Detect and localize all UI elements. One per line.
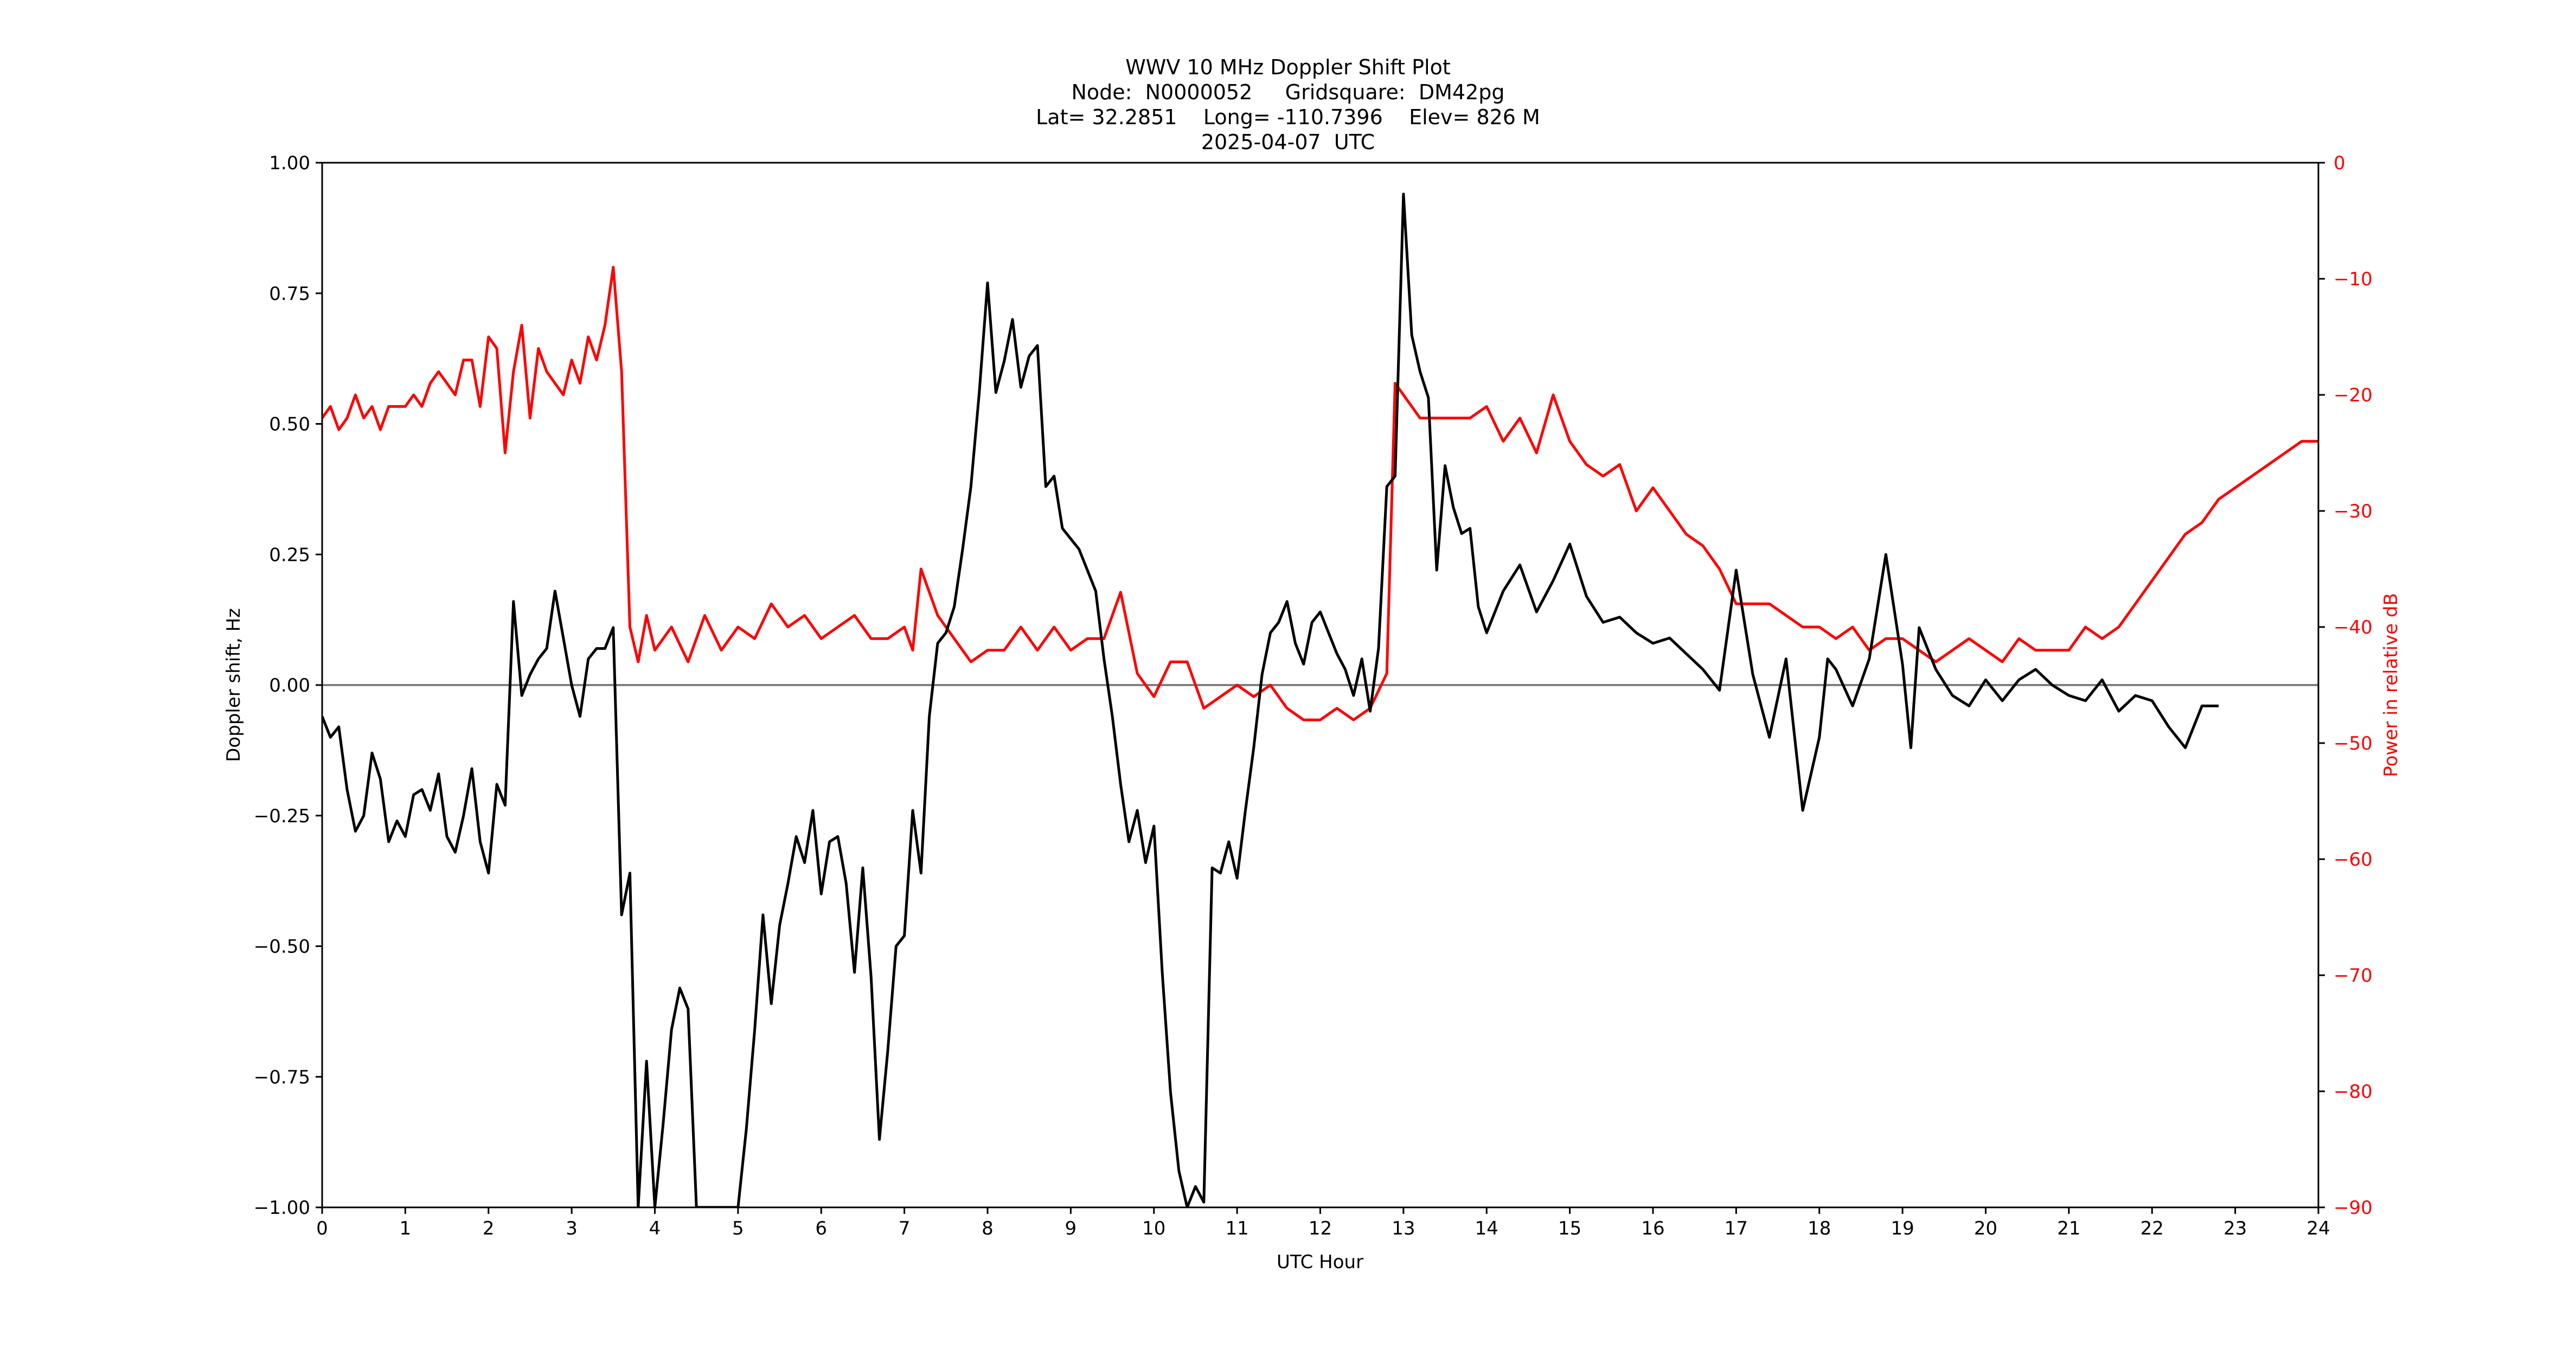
left-y-tick-label: −0.25 [254, 805, 310, 827]
right-y-tick-label: −70 [2334, 965, 2373, 987]
right-y-tick-label: −80 [2334, 1081, 2373, 1103]
x-tick-label: 9 [1065, 1218, 1077, 1239]
x-tick-label: 19 [1891, 1218, 1914, 1239]
title-date: 2025-04-07 UTC [1201, 130, 1375, 154]
left-y-tick-label: −0.50 [254, 936, 310, 958]
right-y-axis-ticks: 0 −10 −20 −30 −40 −50 −60 −70 −80 −90 [2318, 152, 2373, 1219]
x-tick-label: 17 [1725, 1218, 1748, 1239]
x-tick-label: 14 [1475, 1218, 1498, 1239]
left-y-tick-label: 0.75 [269, 283, 310, 305]
x-tick-label: 21 [2057, 1218, 2080, 1239]
x-tick-label: 20 [1974, 1218, 1997, 1239]
left-y-axis-ticks: 1.00 0.75 0.50 0.25 0.00 −0.25 −0.50 −0.75 −1.00 [254, 152, 322, 1219]
right-y-tick-label: −30 [2334, 501, 2373, 522]
x-tick-label: 7 [899, 1218, 911, 1239]
doppler-series-line [322, 193, 2219, 1207]
power-series-line [322, 266, 2318, 721]
right-y-tick-label: −20 [2334, 385, 2373, 406]
title-node: Node: N0000052 Gridsquare: DM42pg [1071, 80, 1505, 104]
left-y-tick-label: 1.00 [269, 152, 310, 174]
x-tick-label: 1 [400, 1218, 412, 1239]
x-tick-label: 16 [1641, 1218, 1664, 1239]
left-y-tick-label: −1.00 [254, 1197, 310, 1219]
left-y-axis-label: Doppler shift, Hz [223, 608, 245, 762]
right-y-tick-label: 0 [2334, 152, 2346, 174]
x-tick-label: 2 [483, 1218, 495, 1239]
x-tick-label: 6 [815, 1218, 827, 1239]
right-y-tick-label: −10 [2334, 268, 2373, 290]
x-tick-label: 22 [2141, 1218, 2164, 1239]
x-tick-label: 11 [1225, 1218, 1248, 1239]
x-tick-label: 15 [1558, 1218, 1581, 1239]
x-tick-label: 5 [732, 1218, 744, 1239]
x-axis-ticks: 0 1 2 3 4 5 6 7 8 9 10 11 12 13 14 15 16 17 18 19 20 21 22 23 24 [316, 1207, 2330, 1239]
x-tick-label: 10 [1142, 1218, 1165, 1239]
title-main: WWV 10 MHz Doppler Shift Plot [1125, 55, 1451, 79]
left-y-tick-label: 0.25 [269, 544, 310, 566]
x-tick-label: 13 [1392, 1218, 1415, 1239]
x-tick-label: 3 [566, 1218, 578, 1239]
x-tick-label: 4 [649, 1218, 661, 1239]
left-y-tick-label: 0.00 [269, 675, 310, 696]
left-y-tick-label: −0.75 [254, 1066, 310, 1088]
x-tick-label: 8 [982, 1218, 994, 1239]
x-axis-label: UTC Hour [1277, 1251, 1363, 1273]
right-y-tick-label: −90 [2334, 1197, 2373, 1219]
right-y-tick-label: −60 [2334, 849, 2373, 871]
title-location: Lat= 32.2851 Long= -110.7396 Elev= 826 M [1036, 105, 1540, 129]
right-y-tick-label: −50 [2334, 733, 2373, 754]
x-tick-label: 12 [1309, 1218, 1332, 1239]
right-y-axis-label: Power in relative dB [2380, 593, 2402, 777]
x-tick-label: 18 [1808, 1218, 1831, 1239]
right-y-tick-label: −40 [2334, 617, 2373, 638]
x-tick-label: 24 [2306, 1218, 2330, 1239]
x-tick-label: 0 [316, 1218, 328, 1239]
x-tick-label: 23 [2223, 1218, 2247, 1239]
left-y-tick-label: 0.50 [269, 414, 310, 436]
